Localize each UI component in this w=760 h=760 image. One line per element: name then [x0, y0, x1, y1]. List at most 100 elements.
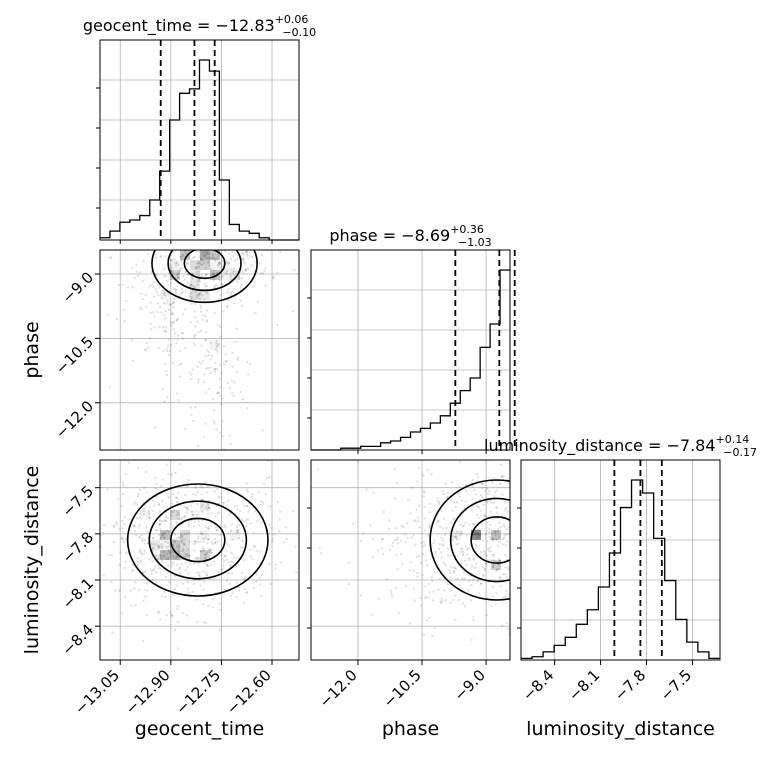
- scatter-point: [495, 591, 498, 595]
- scatter-point: [155, 581, 158, 584]
- scatter-point: [91, 234, 93, 236]
- scatter-point: [200, 259, 203, 262]
- scatter-point: [195, 295, 199, 298]
- scatter-point: [533, 559, 535, 561]
- scatter-point: [162, 274, 165, 278]
- scatter-point: [148, 513, 151, 516]
- scatter-point: [235, 531, 239, 534]
- scatter-point: [396, 481, 399, 485]
- scatter-point: [552, 551, 554, 553]
- scatter-point: [217, 495, 221, 499]
- scatter-point: [240, 283, 243, 286]
- scatter-point: [276, 500, 279, 504]
- scatter-point: [176, 605, 179, 608]
- scatter-point: [194, 556, 197, 560]
- scatter-point: [115, 317, 119, 321]
- scatter-point: [470, 509, 474, 512]
- density-cell: [200, 530, 210, 540]
- scatter-point: [533, 513, 535, 515]
- scatter-point: [165, 614, 169, 617]
- scatter-point: [130, 338, 134, 342]
- scatter-point: [199, 221, 201, 223]
- scatter-point: [124, 560, 127, 563]
- scatter-point: [110, 580, 113, 584]
- scatter-point: [122, 308, 126, 312]
- scatter-point: [154, 256, 158, 259]
- scatter-point: [236, 504, 239, 508]
- scatter-point: [163, 400, 166, 403]
- scatter-point: [225, 542, 229, 546]
- scatter-point: [512, 577, 514, 579]
- scatter-point: [181, 331, 185, 335]
- scatter-point: [505, 575, 508, 578]
- scatter-point: [459, 550, 462, 554]
- scatter-point: [202, 435, 206, 438]
- scatter-point: [183, 216, 185, 218]
- scatter-point: [532, 532, 534, 534]
- scatter-point: [395, 553, 398, 557]
- scatter-point: [227, 513, 231, 516]
- scatter-point: [241, 397, 244, 401]
- scatter-point: [464, 489, 468, 492]
- scatter-point: [224, 352, 228, 356]
- scatter-point: [527, 546, 529, 548]
- scatter-point: [196, 556, 200, 560]
- scatter-point: [526, 550, 528, 552]
- scatter-point: [238, 245, 240, 247]
- scatter-point: [207, 506, 210, 510]
- scatter-point: [212, 257, 216, 260]
- scatter-point: [513, 546, 515, 548]
- scatter-point: [202, 549, 205, 553]
- scatter-point: [197, 360, 201, 364]
- scatter-point: [197, 293, 201, 296]
- scatter-point: [529, 527, 531, 529]
- scatter-point: [347, 582, 351, 586]
- scatter-point: [127, 286, 130, 289]
- scatter-point: [472, 558, 475, 562]
- scatter-point: [197, 535, 200, 538]
- scatter-point: [524, 497, 526, 499]
- scatter-point: [175, 341, 178, 345]
- density-cell: [190, 510, 200, 520]
- scatter-point: [202, 540, 205, 543]
- scatter-point: [440, 556, 444, 560]
- scatter-point: [234, 241, 236, 243]
- scatter-point: [214, 541, 217, 545]
- scatter-point: [146, 530, 149, 533]
- scatter-point: [229, 246, 231, 248]
- scatter-point: [489, 538, 493, 541]
- scatter-point: [529, 551, 531, 553]
- scatter-point: [199, 584, 202, 587]
- scatter-point: [122, 540, 126, 544]
- scatter-point: [158, 554, 162, 558]
- y-tick-label: −9.0: [59, 268, 97, 306]
- scatter-point: [216, 540, 219, 543]
- scatter-point: [541, 558, 543, 560]
- scatter-point: [461, 602, 464, 605]
- scatter-point: [404, 533, 407, 536]
- scatter-point: [233, 505, 237, 508]
- scatter-point: [397, 611, 401, 614]
- scatter-point: [148, 517, 151, 520]
- scatter-point: [183, 347, 187, 350]
- scatter-point: [191, 590, 195, 594]
- scatter-point: [192, 256, 195, 260]
- scatter-point: [179, 260, 183, 263]
- scatter-point: [495, 538, 498, 541]
- scatter-point: [170, 509, 173, 513]
- x-tick-label: −12.0: [316, 666, 361, 711]
- scatter-point: [201, 243, 203, 245]
- scatter-point: [193, 310, 196, 313]
- scatter-point: [206, 251, 209, 255]
- scatter-point: [231, 231, 233, 233]
- scatter-point: [525, 614, 527, 616]
- scatter-point: [233, 297, 237, 300]
- scatter-point: [549, 520, 551, 522]
- scatter-point: [234, 232, 236, 234]
- scatter-point: [161, 531, 165, 535]
- scatter-point: [165, 347, 168, 350]
- scatter-point: [320, 552, 323, 555]
- scatter-point: [153, 326, 156, 329]
- scatter-point: [187, 229, 189, 231]
- x-axis-label-luminosity_distance: luminosity_distance: [526, 718, 715, 740]
